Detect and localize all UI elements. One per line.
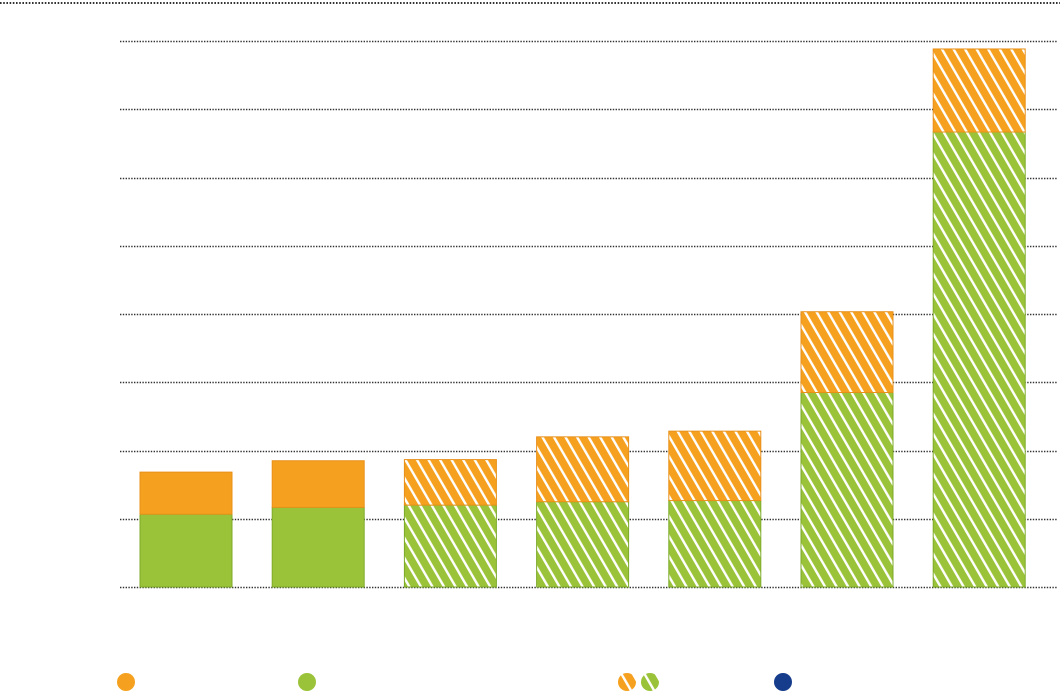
hatched-green-dot-icon <box>641 673 659 691</box>
bar-segment-orange <box>800 311 894 393</box>
bar-stack <box>668 430 762 588</box>
bar-segment-green <box>668 500 762 588</box>
orange-dot-icon <box>117 673 135 691</box>
bar-stack <box>139 471 233 588</box>
bar-segment-orange <box>139 471 233 515</box>
bar-segment-green <box>536 501 630 588</box>
navy-dot-icon <box>774 673 792 691</box>
bar-segment-green <box>932 131 1026 588</box>
bar-segment-green <box>139 513 233 588</box>
bar-stack <box>536 436 630 588</box>
bar-segment-orange <box>932 48 1026 133</box>
bar-stack <box>800 311 894 588</box>
bar-stack <box>403 459 497 588</box>
bar-segment-orange <box>403 459 497 506</box>
bar-stack <box>932 48 1026 588</box>
bar-segment-green <box>271 506 365 588</box>
bar-segment-orange <box>271 460 365 508</box>
hatched-orange-dot-icon <box>618 673 636 691</box>
bar-segment-green <box>800 391 894 588</box>
bar-segment-orange <box>668 430 762 502</box>
bar-segment-orange <box>536 436 630 503</box>
bars <box>139 48 1026 588</box>
legend <box>117 673 792 691</box>
bar-stack <box>271 460 365 588</box>
green-dot-icon <box>298 673 316 691</box>
bar-segment-green <box>403 504 497 588</box>
